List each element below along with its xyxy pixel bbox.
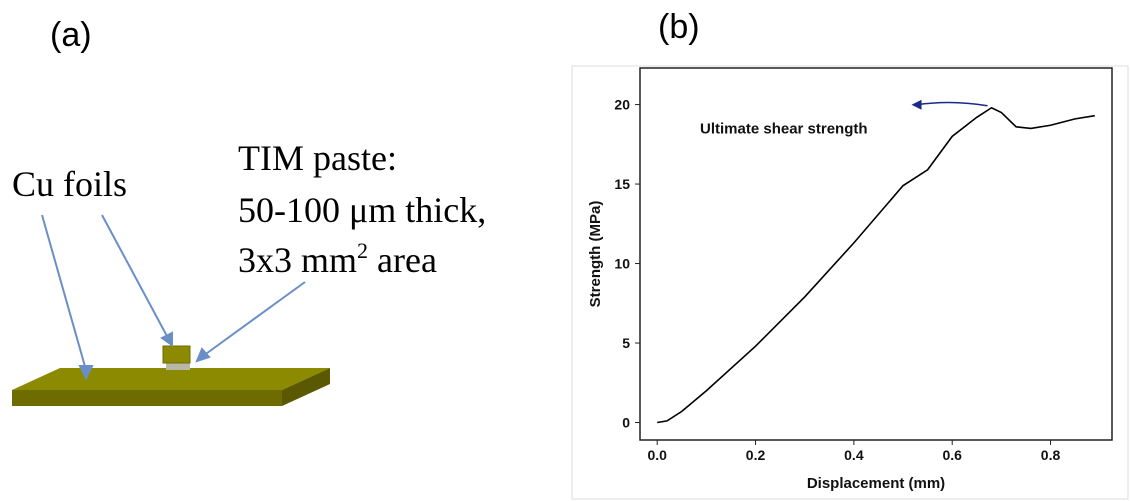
plate-front [12,390,282,406]
annotation: Ultimate shear strength [700,121,868,138]
x-axis-label: Displacement (mm) [807,475,945,492]
diagram [12,214,330,406]
y-tick-label: 10 [614,256,630,272]
arrows [41,214,306,381]
y-tick-label: 15 [614,176,630,192]
x-tick-label: 0.2 [746,447,766,463]
x-tick-label: 0.4 [844,447,864,463]
chart-frame [571,65,1129,500]
cu-block [162,345,191,364]
x-tick-label: 0.6 [942,447,962,463]
cu-label: Cu foils [12,164,127,204]
plate-side [282,368,330,406]
tim-text: 3x3 mm [238,240,357,280]
data-line [657,106,1095,424]
plot-area [639,67,1113,441]
tim-label: 3x3 mm2 area [238,238,437,280]
paste [166,362,190,370]
annotation-arrow [916,101,988,107]
annotation-arrowhead [911,99,922,110]
panel-label: (a) [50,16,92,54]
y-tick-label: 5 [622,335,630,351]
tim-sup: 2 [357,238,368,263]
tim-label: 50-100 μm thick, [238,190,486,230]
x-tick-label: 0.0 [647,447,667,463]
panel-label: (b) [658,8,700,46]
tim-label: TIM paste: [238,138,397,178]
tim-text: area [368,240,437,280]
y-axis-label: Strength (MPa) [587,201,604,308]
y-tick-label: 0 [622,415,630,431]
y-tick-label: 20 [614,97,630,113]
x-tick-label: 0.8 [1041,447,1061,463]
plate-top [12,368,330,390]
